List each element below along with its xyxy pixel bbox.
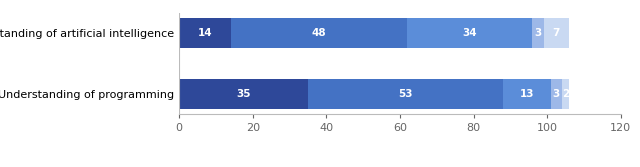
Text: 7: 7 (553, 28, 560, 38)
Text: 3: 3 (534, 28, 541, 38)
Text: 53: 53 (398, 89, 413, 99)
Bar (562, 79, 570, 109)
Text: 3: 3 (553, 89, 560, 99)
Text: 13: 13 (520, 89, 534, 99)
Bar (308, 79, 503, 109)
Bar (179, 79, 308, 109)
Bar (551, 79, 562, 109)
Bar (543, 18, 570, 48)
Bar (408, 18, 532, 48)
Bar (532, 18, 543, 48)
Bar (179, 18, 231, 48)
Bar (503, 79, 551, 109)
Text: 35: 35 (236, 89, 251, 99)
Text: 2: 2 (562, 89, 569, 99)
Text: 14: 14 (198, 28, 212, 38)
Text: 34: 34 (463, 28, 477, 38)
Text: 48: 48 (312, 28, 326, 38)
Bar (231, 18, 407, 48)
